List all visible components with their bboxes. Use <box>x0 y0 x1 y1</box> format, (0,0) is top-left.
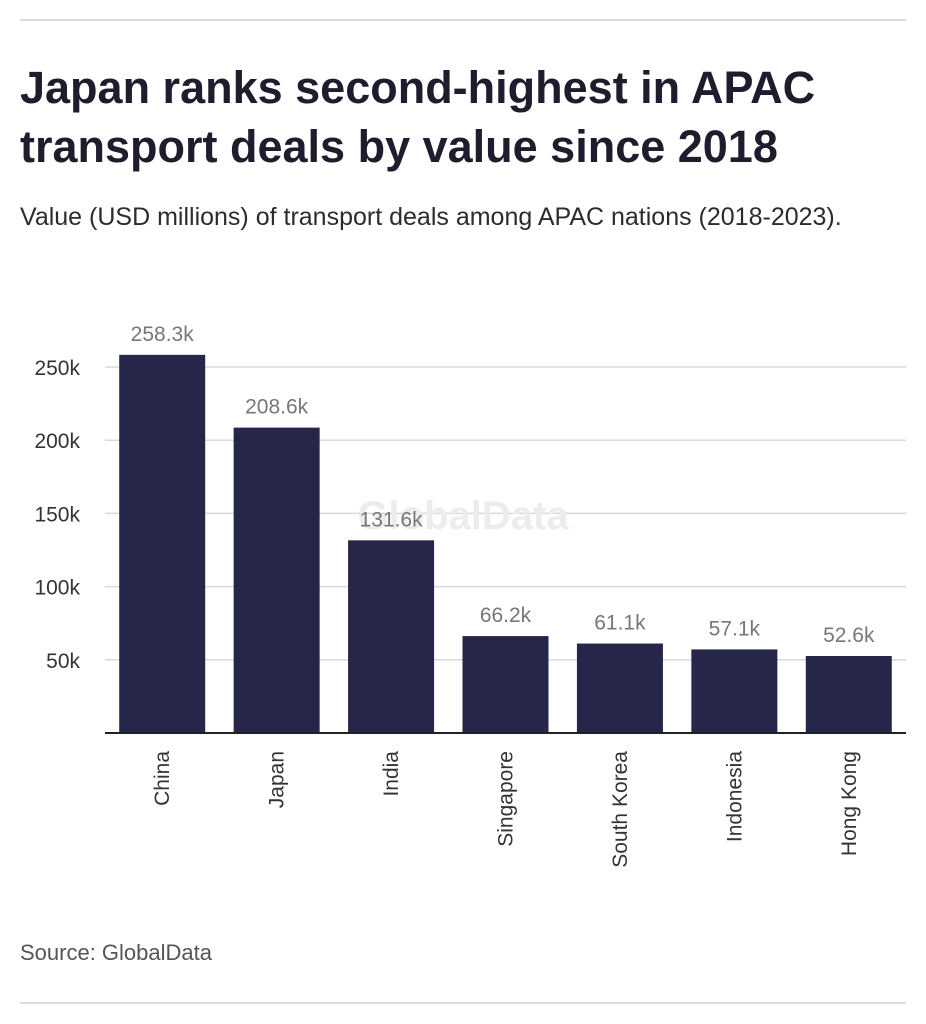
bar <box>805 655 892 733</box>
chart-subtitle: Value (USD millions) of transport deals … <box>20 203 842 231</box>
y-tick-label: 150k <box>34 503 80 526</box>
bar <box>691 649 778 733</box>
x-tick-label: China <box>151 751 174 806</box>
watermark-logo: GlobalData <box>357 494 569 538</box>
bar <box>576 643 663 733</box>
source-note: Source: GlobalData <box>20 940 212 965</box>
bar-chart: 50k 100k 150k 200k 250k GlobalData 258.3k China… <box>34 323 906 868</box>
bar <box>348 540 435 733</box>
y-tick-label: 100k <box>34 577 80 600</box>
x-tick-label: India <box>380 751 403 797</box>
bar <box>119 354 206 733</box>
bar-value-label: 131.6k <box>360 508 424 531</box>
bar-value-label: 61.1k <box>594 612 646 635</box>
x-tick-label: Hong Kong <box>838 751 861 856</box>
bottom-divider <box>20 1002 906 1004</box>
x-tick-label: Singapore <box>495 751 518 847</box>
bar-value-label: 57.1k <box>709 617 761 640</box>
y-tick-label: 50k <box>46 650 80 673</box>
y-tick-label: 200k <box>34 430 80 453</box>
bar <box>462 636 549 733</box>
bar-value-label: 52.6k <box>823 624 875 647</box>
bar <box>233 427 320 733</box>
bar-value-label: 258.3k <box>131 323 195 346</box>
bar-value-label: 66.2k <box>480 604 532 627</box>
bar-value-label: 208.6k <box>245 396 309 419</box>
x-tick-label: South Korea <box>609 751 632 868</box>
y-tick-label: 250k <box>34 357 80 380</box>
x-tick-label: Japan <box>266 751 289 808</box>
top-divider <box>20 19 906 21</box>
x-tick-label: Indonesia <box>723 751 746 842</box>
chart-title: Japan ranks second-highest in APAC trans… <box>20 62 816 172</box>
